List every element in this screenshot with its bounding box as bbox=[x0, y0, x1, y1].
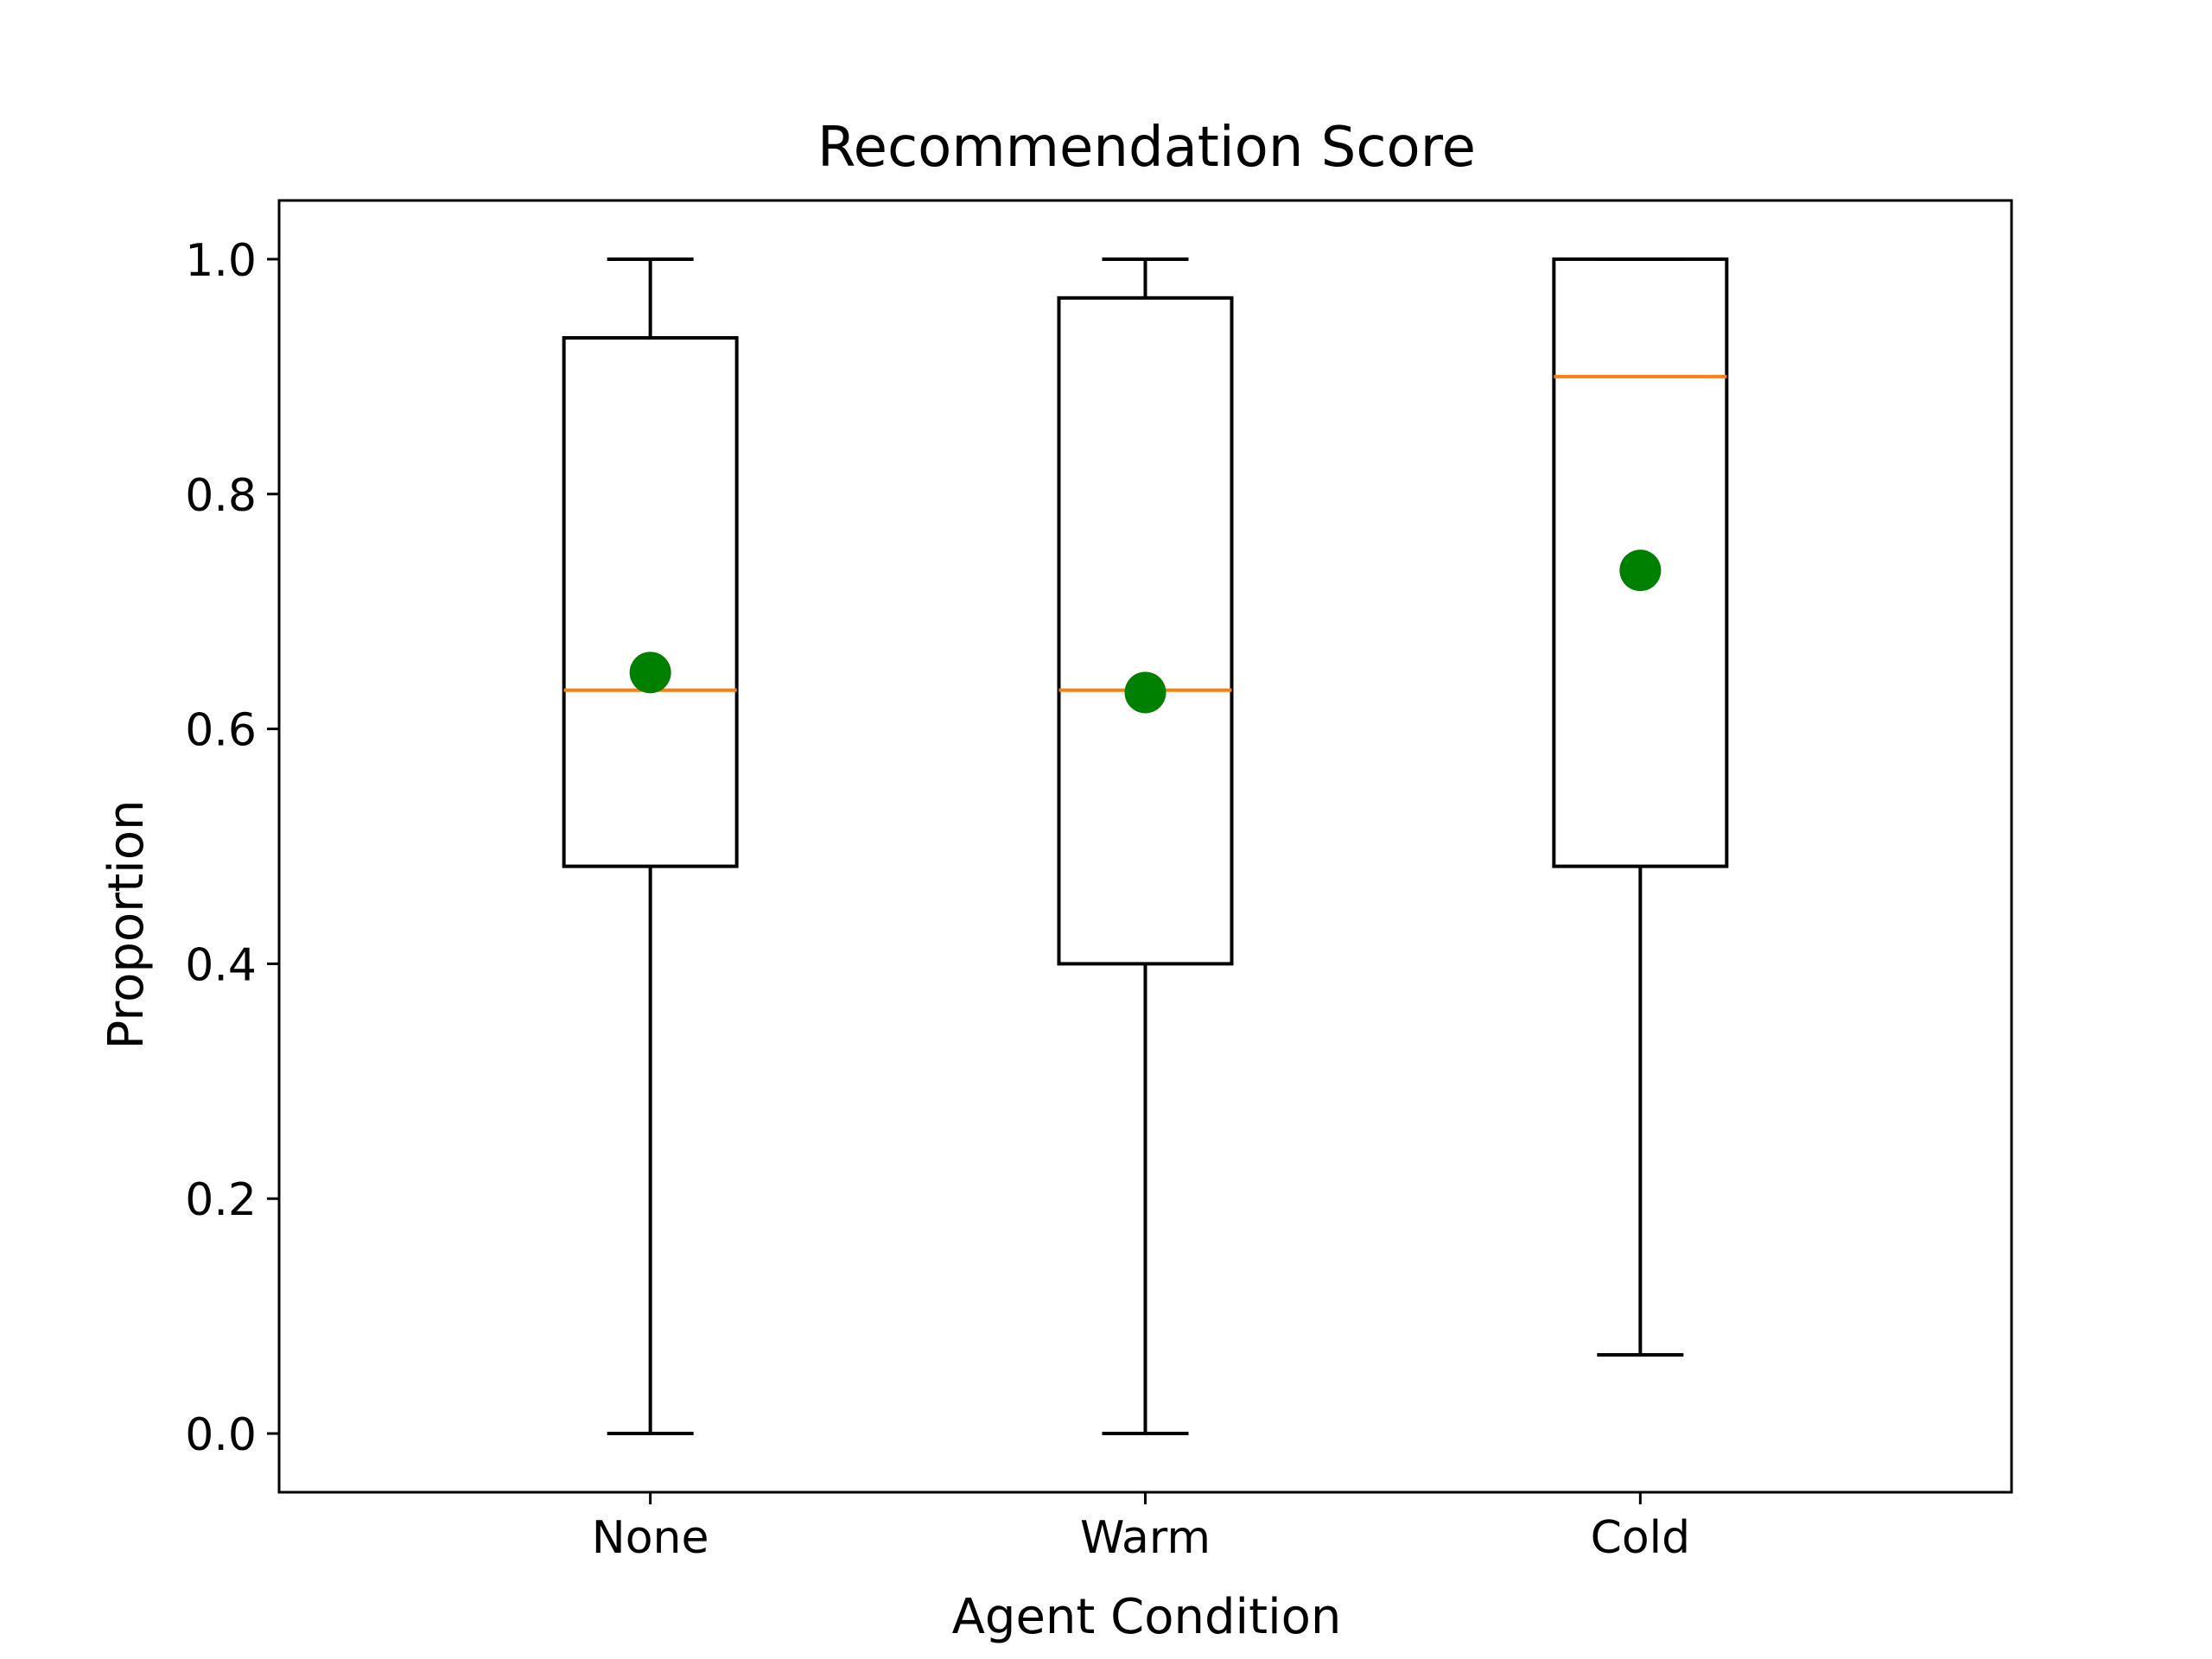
y-tick-label: 0.4 bbox=[185, 939, 257, 991]
y-tick-label: 0.6 bbox=[185, 705, 257, 757]
y-tick-label: 0.0 bbox=[185, 1409, 257, 1461]
x-axis-label: Agent Condition bbox=[952, 1589, 1342, 1645]
box-iqr bbox=[562, 336, 739, 868]
x-tick-label: None bbox=[592, 1512, 709, 1564]
box-iqr bbox=[1057, 296, 1234, 966]
x-tick-label: Warm bbox=[1080, 1512, 1211, 1564]
y-tick-label: 0.2 bbox=[185, 1174, 257, 1226]
plot-frame bbox=[277, 199, 2013, 1494]
box-iqr bbox=[1552, 257, 1729, 868]
x-tick-label: Cold bbox=[1591, 1512, 1691, 1564]
chart-title: Recommendation Score bbox=[817, 116, 1476, 180]
y-axis-label: Proportion bbox=[99, 800, 155, 1050]
y-tick-label: 1.0 bbox=[185, 235, 257, 287]
mean-marker bbox=[1619, 550, 1662, 592]
mean-marker bbox=[629, 652, 671, 694]
y-tick-label: 0.8 bbox=[185, 470, 257, 522]
mean-marker bbox=[1124, 671, 1166, 714]
plot-area: 0.0 0.2 0.4 0.6 0.8 1.0 None Warm Cold bbox=[185, 199, 2013, 1564]
